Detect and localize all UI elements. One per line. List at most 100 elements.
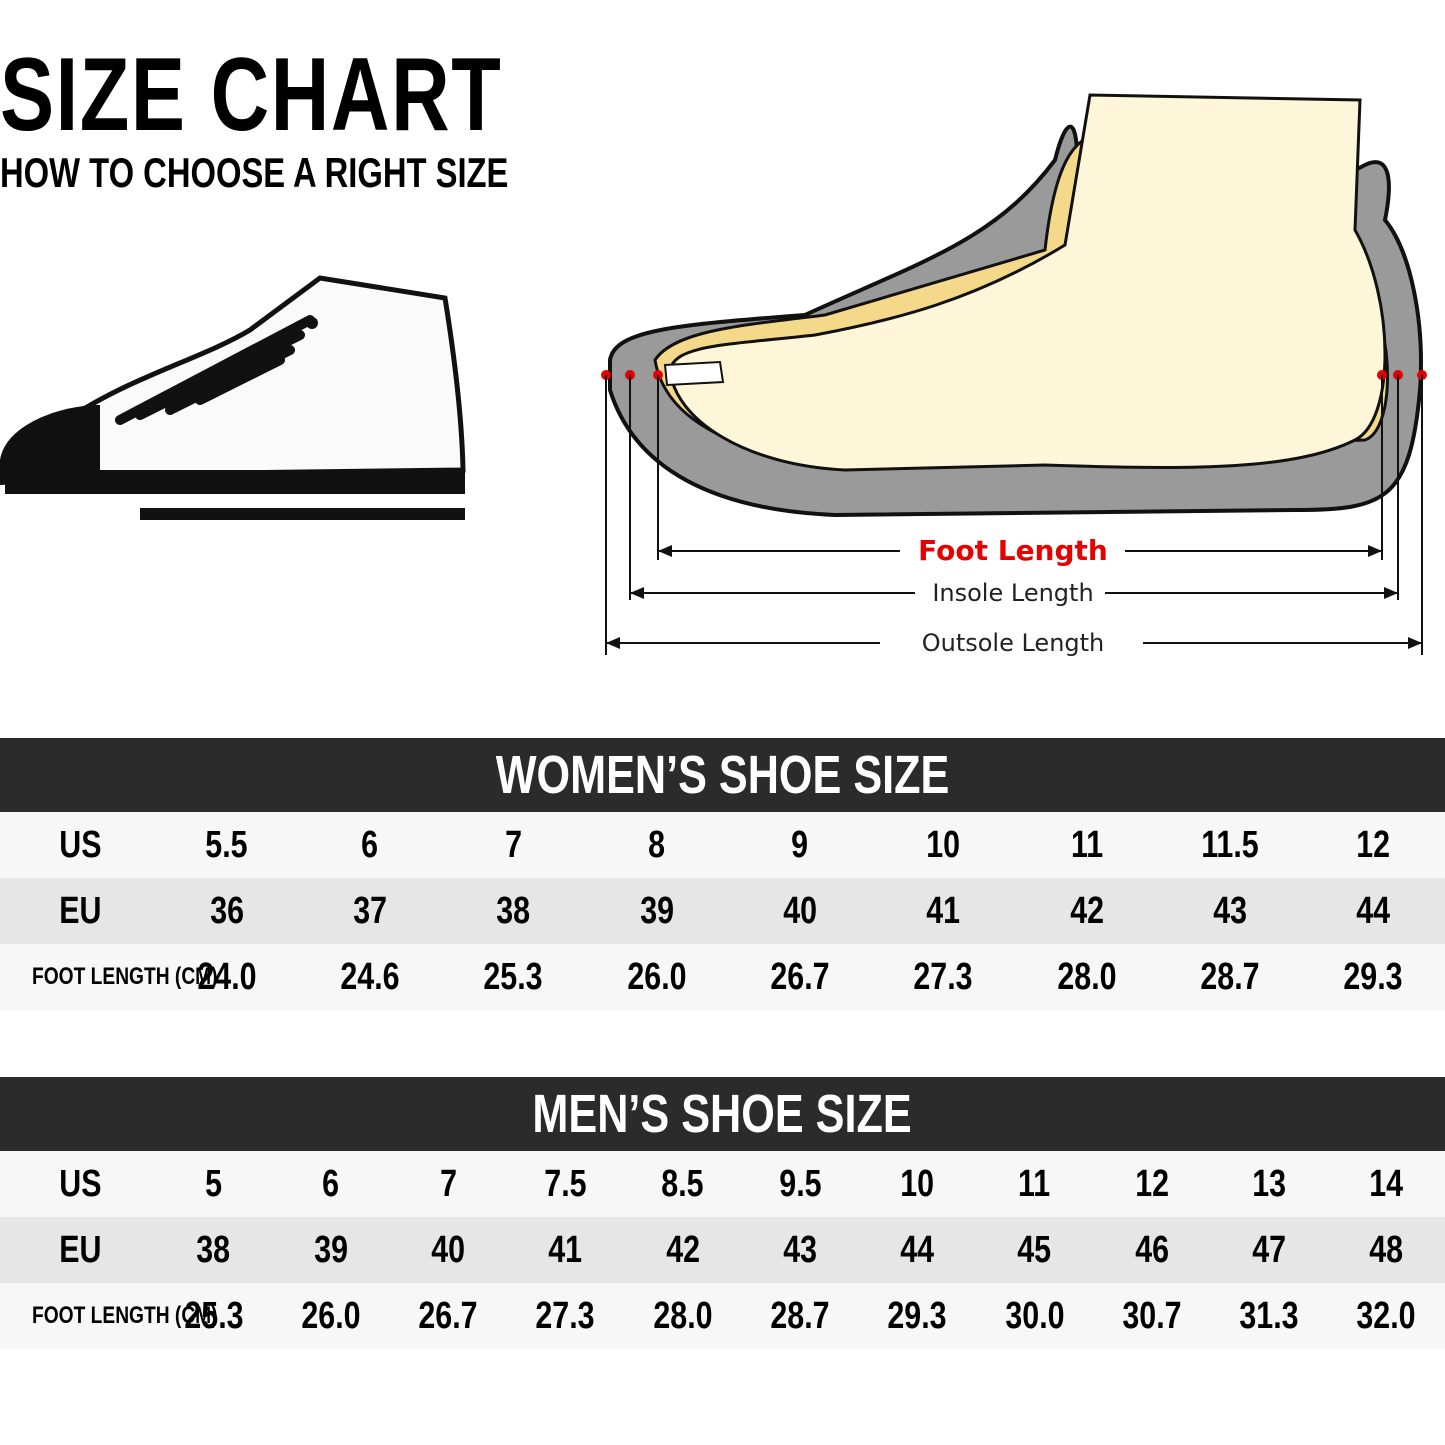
cell-text: 45 bbox=[1017, 1228, 1052, 1271]
row-label: FOOT LENGTH (CM) bbox=[5, 1283, 218, 1349]
row-label: EU bbox=[5, 878, 155, 944]
cell-text: 36 bbox=[209, 889, 244, 932]
cell: 37 bbox=[298, 878, 441, 944]
cell-text: FOOT LENGTH (CM) bbox=[32, 963, 218, 990]
subtitle: HOW TO CHOOSE A RIGHT SIZE bbox=[0, 149, 509, 196]
cell: 39 bbox=[585, 878, 728, 944]
cell-text: 31.3 bbox=[1239, 1294, 1299, 1337]
cell: 41 bbox=[872, 878, 1015, 944]
table-row bbox=[0, 1217, 1445, 1283]
cell: 13 bbox=[1210, 1151, 1327, 1217]
cell-text: 29.3 bbox=[887, 1294, 947, 1337]
cell-text: 26.7 bbox=[418, 1294, 478, 1337]
cell: 45 bbox=[976, 1217, 1093, 1283]
cell: 5 bbox=[155, 1151, 272, 1217]
cell: 11 bbox=[1015, 812, 1158, 878]
cell: 8.5 bbox=[624, 1151, 741, 1217]
cell-text: 27.3 bbox=[535, 1294, 596, 1337]
cell: 26.7 bbox=[728, 944, 871, 1010]
cell: 7 bbox=[442, 812, 585, 878]
cell: 5.5 bbox=[155, 812, 298, 878]
cell: 28.0 bbox=[624, 1283, 741, 1349]
cell: 30.0 bbox=[976, 1283, 1093, 1349]
cell-text: 11 bbox=[1070, 823, 1103, 866]
insole-length-label: Insole Length bbox=[932, 579, 1093, 607]
cell-text: 10 bbox=[900, 1162, 935, 1205]
cell-text: 42 bbox=[665, 1228, 700, 1271]
cell: 46 bbox=[1093, 1217, 1210, 1283]
cell-text: 12 bbox=[1356, 823, 1391, 866]
cell-text: 43 bbox=[783, 1228, 817, 1271]
cell-text: 10 bbox=[926, 823, 961, 866]
cell: 26.7 bbox=[390, 1283, 507, 1349]
cell-text: 8 bbox=[648, 823, 666, 866]
cell: 47 bbox=[1210, 1217, 1327, 1283]
cell: 14 bbox=[1328, 1151, 1445, 1217]
cell-text: 24.0 bbox=[197, 955, 257, 998]
table-title: MEN’S SHOE SIZE bbox=[532, 1084, 913, 1144]
cell: 25.3 bbox=[155, 1283, 272, 1349]
cell: 32.0 bbox=[1328, 1283, 1445, 1349]
cell: 26.0 bbox=[585, 944, 728, 1010]
cell-text: 14 bbox=[1369, 1162, 1404, 1205]
cell: 28.7 bbox=[1158, 944, 1301, 1010]
cell-text: 7.5 bbox=[544, 1162, 587, 1205]
cell: 6 bbox=[298, 812, 441, 878]
title-box: SIZE CHART bbox=[0, 40, 644, 150]
row-label: US bbox=[5, 1151, 155, 1217]
cell: 27.3 bbox=[507, 1283, 624, 1349]
cell: 11 bbox=[976, 1151, 1093, 1217]
cell-text: 47 bbox=[1252, 1228, 1286, 1271]
subtitle-box: HOW TO CHOOSE A RIGHT SIZE bbox=[0, 150, 652, 196]
cell-text: 30.7 bbox=[1122, 1294, 1182, 1337]
cell-text: 41 bbox=[926, 889, 961, 932]
cell: 24.6 bbox=[298, 944, 441, 1010]
outsole-length-label: Outsole Length bbox=[922, 629, 1105, 657]
cell: 12 bbox=[1093, 1151, 1210, 1217]
row-label: US bbox=[5, 812, 155, 878]
cell-text: 8.5 bbox=[661, 1162, 704, 1205]
cell: 26.0 bbox=[272, 1283, 389, 1349]
cell-text: 28.0 bbox=[1057, 955, 1117, 998]
table-row bbox=[0, 944, 1445, 1010]
cell-text: US bbox=[58, 823, 102, 866]
cell-text: 30.0 bbox=[1004, 1294, 1065, 1337]
cell-text: 9 bbox=[791, 823, 809, 866]
cell-text: 11.5 bbox=[1201, 823, 1259, 866]
cell: 7.5 bbox=[507, 1151, 624, 1217]
cell: 48 bbox=[1328, 1217, 1445, 1283]
cell-text: 6 bbox=[322, 1162, 340, 1205]
cell-text: 26.0 bbox=[301, 1294, 361, 1337]
cell-text: 24.6 bbox=[340, 955, 400, 998]
table-header: WOMEN’S SHOE SIZE bbox=[0, 738, 1445, 812]
table-row bbox=[0, 878, 1445, 944]
cell: 42 bbox=[624, 1217, 741, 1283]
cell-text: US bbox=[58, 1162, 102, 1205]
cell: 43 bbox=[741, 1217, 858, 1283]
cell-text: 6 bbox=[361, 823, 379, 866]
cell: 24.0 bbox=[155, 944, 298, 1010]
cell-text: 37 bbox=[353, 889, 387, 932]
cell-text: 40 bbox=[783, 889, 817, 932]
cell: 8 bbox=[585, 812, 728, 878]
cell: 11.5 bbox=[1158, 812, 1301, 878]
cell: 7 bbox=[390, 1151, 507, 1217]
cell-text: 5 bbox=[205, 1162, 223, 1205]
cell: 43 bbox=[1158, 878, 1301, 944]
cell-text: 26.7 bbox=[770, 955, 830, 998]
cell: 44 bbox=[1302, 878, 1445, 944]
cell-text: 41 bbox=[548, 1228, 583, 1271]
cell: 38 bbox=[442, 878, 585, 944]
cell: 10 bbox=[872, 812, 1015, 878]
cell: 6 bbox=[272, 1151, 389, 1217]
cell: 31.3 bbox=[1210, 1283, 1327, 1349]
cell-text: FOOT LENGTH (CM) bbox=[32, 1302, 218, 1329]
cell-text: 27.3 bbox=[913, 955, 973, 998]
cell: 30.7 bbox=[1093, 1283, 1210, 1349]
cell-text: 26.0 bbox=[627, 955, 687, 998]
cell-text: 42 bbox=[1069, 889, 1104, 932]
cell-text: 32.0 bbox=[1356, 1294, 1416, 1337]
cell-text: 25.3 bbox=[483, 955, 543, 998]
cell-text: 40 bbox=[431, 1228, 466, 1271]
